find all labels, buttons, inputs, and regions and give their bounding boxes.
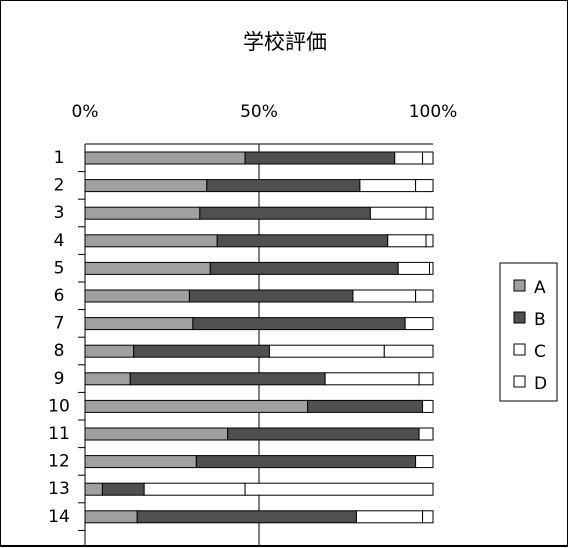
bar-segment <box>84 344 135 358</box>
bar-segment <box>425 234 434 248</box>
bar-segment <box>84 372 131 386</box>
x-tick-label: 50% <box>240 102 278 122</box>
plot-area <box>78 143 434 546</box>
bar-segment <box>216 234 389 248</box>
bar-segment <box>383 344 434 358</box>
bar-segment <box>418 427 434 441</box>
y-category-label: 1 <box>54 148 65 168</box>
bar-segment <box>129 372 326 386</box>
bar-segment <box>307 399 424 413</box>
bar-segment <box>387 234 427 248</box>
bar-segment <box>199 206 371 220</box>
bar-segment <box>397 261 431 275</box>
bar-segment <box>369 206 427 220</box>
bar-segment <box>429 261 434 275</box>
y-category-label: 2 <box>54 176 65 196</box>
y-category-label: 9 <box>54 369 65 389</box>
bar-segment <box>422 399 434 413</box>
bar-segment <box>324 372 420 386</box>
bar-segment <box>84 455 197 469</box>
chart-title: 学校評価 <box>243 30 327 54</box>
y-category-label: 10 <box>48 396 70 416</box>
y-category-label: 5 <box>54 258 65 278</box>
bar-segment <box>101 482 145 496</box>
legend-swatch <box>513 343 526 356</box>
bar-segment <box>355 510 424 524</box>
bar-segment <box>209 261 399 275</box>
bar-segment <box>244 151 396 165</box>
bar-segment <box>359 179 417 193</box>
legend-label: C <box>534 342 546 362</box>
legend-label: D <box>534 374 547 394</box>
x-tick-label: 0% <box>72 102 99 122</box>
bar-segment <box>84 179 208 193</box>
bar-segment <box>418 372 434 386</box>
bar-segment <box>143 482 246 496</box>
bar-segment <box>352 289 417 303</box>
bar-segment <box>188 289 354 303</box>
y-category-label: 7 <box>54 314 65 334</box>
bar-segment <box>195 455 417 469</box>
y-category-label: 8 <box>54 341 65 361</box>
bar-segment <box>415 179 434 193</box>
x-tick-label: 100% <box>409 102 458 122</box>
legend-label: A <box>534 278 546 298</box>
legend-swatch <box>513 279 526 292</box>
bar-segment <box>192 317 406 331</box>
bar-segment <box>422 151 434 165</box>
bar-segment <box>268 344 385 358</box>
bar-segment <box>244 482 434 496</box>
bar-segment <box>136 510 357 524</box>
y-category-label: 14 <box>48 507 70 527</box>
y-category-label: 11 <box>48 424 70 444</box>
bar-segment <box>394 151 424 165</box>
bar-segment <box>84 510 138 524</box>
bar-segment <box>425 206 434 220</box>
bar-segment <box>227 427 420 441</box>
bar-segment <box>415 455 434 469</box>
x-axis-tick-labels: 0% 50% 100% <box>72 102 458 122</box>
bar-segment <box>415 289 434 303</box>
y-category-label: 12 <box>48 452 70 472</box>
legend-box <box>499 262 558 402</box>
bar-segment <box>84 234 218 248</box>
y-category-label: 3 <box>54 203 65 223</box>
bar-segment <box>84 151 246 165</box>
bar-segment <box>84 289 190 303</box>
bar-segment <box>84 317 194 331</box>
legend-label: B <box>534 310 546 330</box>
y-category-label: 13 <box>48 479 70 499</box>
bar-segment <box>133 344 270 358</box>
y-category-label: 4 <box>54 231 65 251</box>
legend-swatch <box>513 375 526 388</box>
bar-segment <box>84 261 211 275</box>
bar-segment <box>404 317 434 331</box>
bar-segment <box>84 399 309 413</box>
y-category-label: 6 <box>54 286 65 306</box>
bar-segment <box>84 482 103 496</box>
bar-segment <box>84 427 229 441</box>
legend-swatch <box>513 311 526 324</box>
bar-segment <box>206 179 361 193</box>
bar-segment <box>422 510 434 524</box>
bar-segment <box>84 206 201 220</box>
